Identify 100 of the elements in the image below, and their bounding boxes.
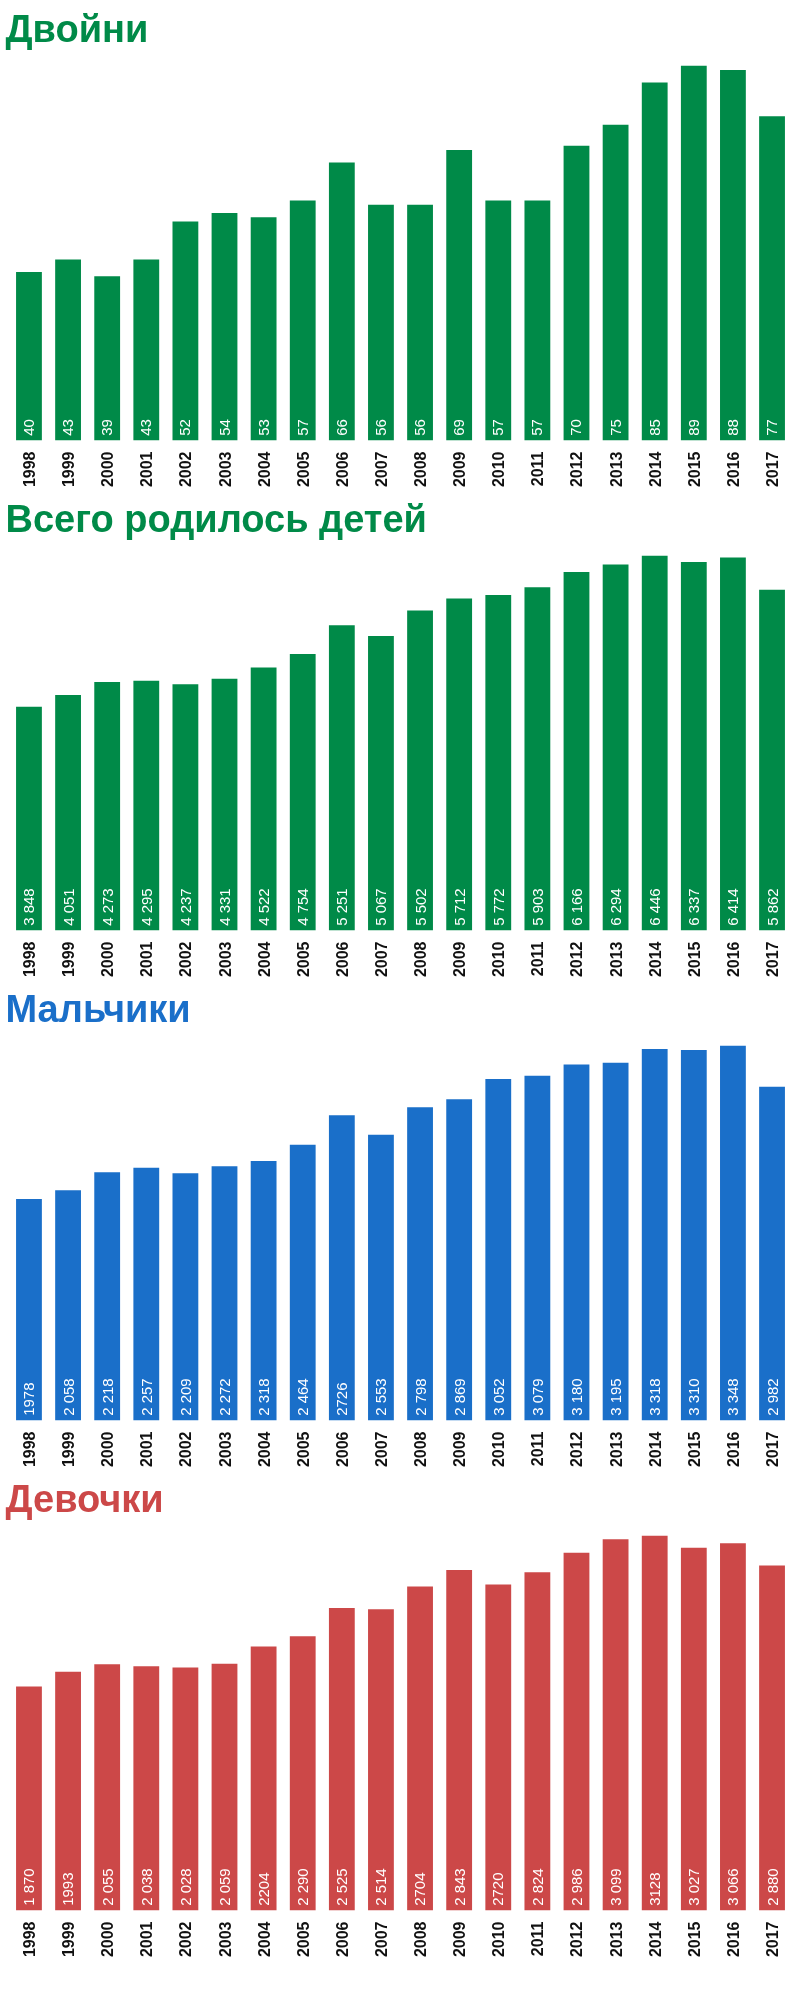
x-tick-label: 1998	[20, 941, 38, 978]
bar	[328, 1607, 355, 1911]
bar	[94, 682, 121, 931]
bar	[55, 1671, 81, 1911]
x-tick-label: 2004	[255, 1921, 273, 1958]
bar	[55, 259, 81, 441]
x-tick-label: 2009	[451, 1431, 469, 1468]
x-tick-label: 2008	[412, 451, 430, 488]
data-label: 6 166	[567, 888, 585, 926]
x-tick-label: 2000	[99, 1431, 117, 1468]
x-tick-label: 2015	[685, 1921, 703, 1958]
bar	[680, 1050, 707, 1421]
data-label: 2 318	[255, 1378, 273, 1416]
x-tick-label: 2017	[764, 1431, 782, 1468]
bar	[485, 1078, 512, 1421]
data-label: 2 514	[372, 1868, 390, 1906]
chart-title: Мальчики	[5, 987, 191, 1030]
x-tick-label: 2006	[333, 451, 351, 488]
x-tick-label: 2003	[216, 1921, 234, 1958]
data-label: 53	[254, 419, 272, 436]
x-tick-label: 2010	[490, 451, 508, 488]
data-label: 2 055	[98, 1868, 116, 1906]
data-label: 3 079	[528, 1378, 546, 1416]
data-label: 2 257	[137, 1378, 155, 1416]
x-tick-label: 2005	[294, 1431, 312, 1468]
x-tick-label: 1998	[20, 1921, 38, 1958]
bar	[133, 1666, 160, 1911]
data-label: 2204	[254, 1872, 272, 1906]
bar	[759, 116, 785, 441]
x-tick-label: 2007	[372, 1431, 390, 1468]
data-label: 2 982	[763, 1378, 781, 1416]
bar	[485, 1584, 512, 1911]
data-label: 2 869	[450, 1378, 468, 1416]
data-label: 3 066	[724, 1868, 742, 1906]
data-label: 3 180	[567, 1378, 585, 1416]
data-label: 5 772	[489, 888, 507, 926]
bar	[250, 667, 277, 931]
x-tick-label: 2006	[333, 1921, 351, 1958]
data-label: 6 294	[607, 888, 625, 926]
data-label: 1 870	[20, 1868, 38, 1906]
bar	[446, 1569, 473, 1911]
bar	[368, 635, 394, 931]
bar	[680, 1547, 707, 1911]
bar	[720, 1045, 746, 1421]
bar	[368, 1609, 394, 1911]
bar	[55, 1190, 81, 1421]
x-tick-label: 2012	[568, 1921, 586, 1958]
bar	[94, 276, 121, 441]
bar	[289, 654, 316, 931]
bar	[524, 200, 551, 441]
bar	[407, 610, 433, 931]
data-label: 57	[293, 419, 311, 436]
bar	[250, 1161, 277, 1421]
data-label: 2726	[332, 1382, 350, 1416]
data-label: 57	[489, 419, 507, 436]
x-tick-label: 1998	[20, 1431, 38, 1468]
bar	[368, 1134, 394, 1421]
x-tick-label: 2010	[490, 941, 508, 978]
x-tick-label: 2014	[646, 451, 664, 488]
bar	[133, 259, 160, 441]
data-label: 2 553	[372, 1378, 390, 1416]
bar	[407, 1586, 433, 1911]
x-tick-label: 2015	[685, 1431, 703, 1468]
data-label: 6 414	[724, 888, 742, 926]
data-label: 2704	[411, 1872, 429, 1906]
x-tick-label: 2016	[724, 941, 742, 978]
bar	[641, 555, 668, 931]
bar	[524, 1572, 551, 1911]
bar	[328, 625, 355, 931]
bar	[720, 557, 746, 931]
x-tick-label: 2008	[412, 1921, 430, 1958]
bar	[94, 1172, 121, 1421]
x-tick-label: 2016	[724, 451, 742, 488]
x-tick-label: 2003	[216, 1431, 234, 1468]
bar	[94, 1664, 121, 1911]
x-tick-label: 2006	[333, 1431, 351, 1468]
data-label: 4 051	[59, 888, 77, 926]
x-tick-label: 2010	[490, 1921, 508, 1958]
bar	[407, 1107, 433, 1421]
data-label: 2 824	[528, 1868, 546, 1906]
x-tick-label: 2014	[646, 941, 664, 978]
x-tick-label: 2002	[177, 1921, 195, 1958]
data-label: 1993	[59, 1872, 77, 1906]
bar	[211, 1663, 238, 1911]
data-label: 66	[332, 419, 350, 436]
x-tick-label: 2015	[685, 941, 703, 978]
bar	[563, 145, 590, 441]
x-tick-label: 2004	[255, 941, 273, 978]
data-label: 6 446	[646, 888, 664, 926]
data-label: 85	[645, 419, 663, 436]
data-label: 2 209	[176, 1378, 194, 1416]
data-label: 70	[567, 419, 585, 436]
x-tick-label: 2011	[529, 451, 547, 487]
x-tick-label: 2001	[138, 1921, 156, 1958]
data-label: 6 337	[685, 888, 703, 926]
bar	[485, 200, 512, 441]
x-tick-label: 2000	[99, 451, 117, 488]
data-label: 1978	[19, 1382, 37, 1416]
x-tick-label: 2000	[99, 1921, 117, 1958]
x-tick-label: 2013	[607, 941, 625, 978]
